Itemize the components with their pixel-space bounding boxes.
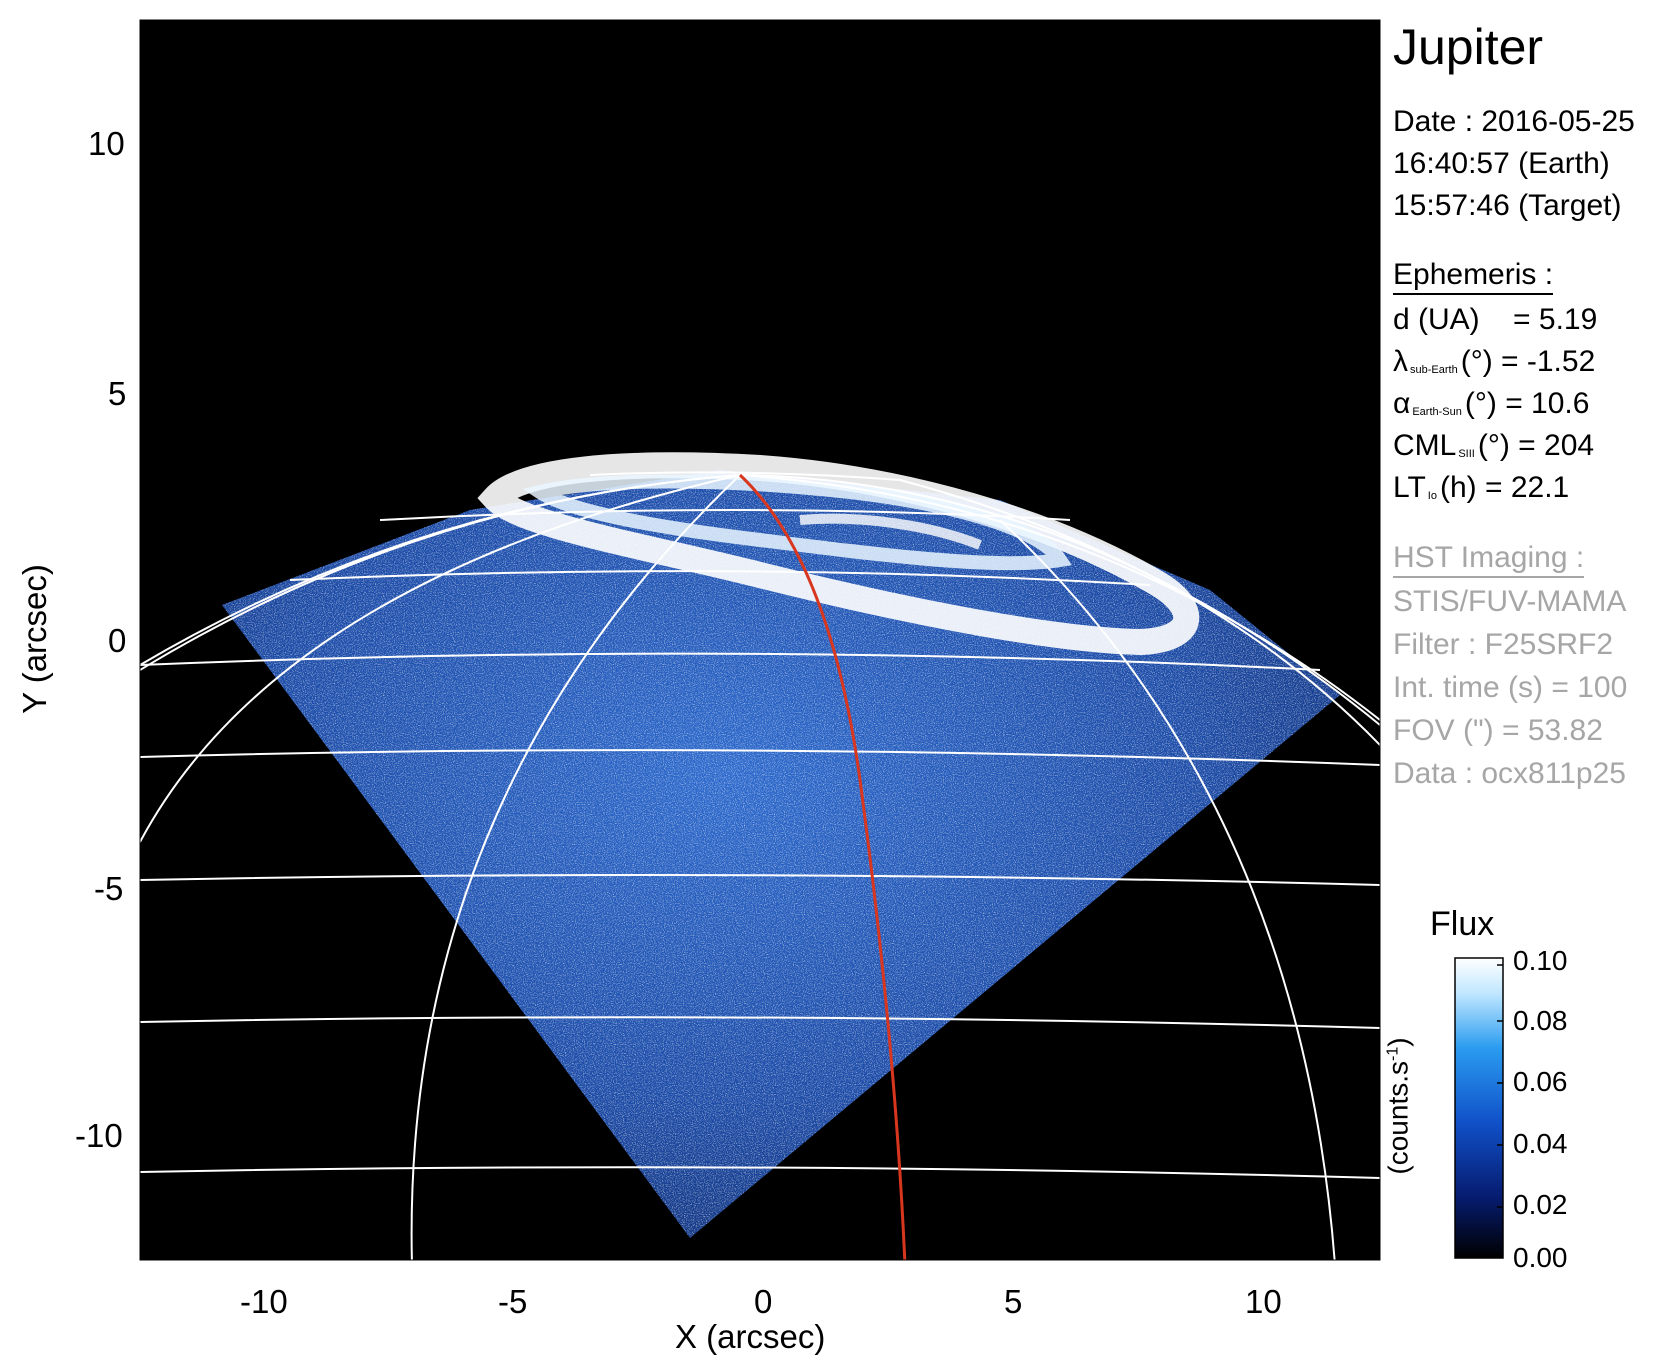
hst-instrument: STIS/FUV-MAMA: [1393, 585, 1627, 618]
ytick-label: 0: [108, 622, 127, 659]
colorbar-unit-close: ): [1382, 1037, 1414, 1047]
ephemeris-header-text: Ephemeris :: [1393, 258, 1554, 295]
lt-symbol: LT: [1393, 471, 1426, 504]
central-meridian-line: [738, 473, 907, 1260]
colorbar-unit-sup: -1: [1384, 1046, 1402, 1061]
ephem-cml: CML SIII (°) = 204: [1393, 429, 1594, 463]
xtick-label: 10: [1245, 1283, 1282, 1320]
lt-value: (h) = 22.1: [1439, 471, 1570, 504]
colorbar-tick: 0.02: [1513, 1189, 1568, 1220]
lambda-sub: sub-Earth: [1410, 364, 1458, 376]
colorbar-tick: 0.10: [1513, 945, 1568, 976]
x-axis-label: X (arcsec): [675, 1318, 826, 1355]
colorbar-tick: 0.08: [1513, 1005, 1568, 1036]
ephem-lt: LT Io (h) = 22.1: [1393, 471, 1569, 505]
xtick-label: 0: [754, 1283, 773, 1320]
colorbar-tick: 0.04: [1513, 1128, 1568, 1159]
planet-title: Jupiter: [1393, 19, 1544, 75]
ephem-alpha: α Earth-Sun (°) = 10.6: [1393, 387, 1589, 421]
xtick-label: -10: [240, 1283, 288, 1320]
cml-value: (°) = 204: [1477, 429, 1595, 462]
longitude-grid: [140, 473, 1380, 1260]
xtick-label: -5: [498, 1283, 528, 1320]
colorbar-tick: 0.06: [1513, 1066, 1568, 1097]
cml-symbol: CML: [1393, 429, 1457, 462]
colorbar-tick: 0.00: [1513, 1242, 1568, 1273]
ytick-label: -10: [75, 1117, 123, 1154]
lambda-value: (°) = -1.52: [1460, 345, 1596, 378]
y-axis-label: Y (arcsec): [15, 564, 53, 714]
alpha-value: (°) = 10.6: [1464, 387, 1590, 420]
ephem-distance: d (UA) = 5.19: [1393, 303, 1597, 337]
hst-int-time: Int. time (s) = 100: [1393, 671, 1628, 704]
colorbar-ticks: [1497, 964, 1503, 1208]
colorbar-unit: (counts.s-1): [1383, 1037, 1415, 1174]
hst-filter: Filter : F25SRF2: [1393, 628, 1614, 661]
hst-header: HST Imaging :: [1393, 541, 1585, 578]
flux-speckle: [222, 470, 1340, 1238]
ytick-label: -5: [94, 870, 124, 907]
alpha-sub: Earth-Sun: [1412, 406, 1462, 418]
obs-date: Date : 2016-05-25: [1393, 105, 1635, 138]
xtick-label: 5: [1004, 1283, 1023, 1320]
cml-sub: SIII: [1458, 448, 1475, 460]
obs-time-earth: 16:40:57 (Earth): [1393, 147, 1610, 180]
lt-sub: Io: [1427, 490, 1437, 502]
ephem-lambda: λ sub-Earth (°) = -1.52: [1393, 345, 1595, 379]
hst-header-text: HST Imaging :: [1393, 541, 1585, 578]
ytick-label: 10: [88, 125, 125, 162]
hst-fov: FOV (") = 53.82: [1393, 714, 1603, 747]
ephemeris-header: Ephemeris :: [1393, 258, 1554, 295]
colorbar-unit-text: (counts.s: [1382, 1060, 1414, 1175]
lambda-symbol: λ: [1393, 345, 1408, 378]
auroral-oval: [477, 452, 1200, 656]
colorbar: [1454, 957, 1504, 1259]
obs-time-target: 15:57:46 (Target): [1393, 189, 1622, 222]
alpha-symbol: α: [1393, 387, 1411, 420]
colorbar-title: Flux: [1430, 905, 1495, 943]
ytick-label: 5: [108, 375, 127, 412]
plot-frame: [139, 19, 1381, 1261]
distance-label: d (UA): [1393, 303, 1480, 336]
distance-value: = 5.19: [1513, 303, 1598, 336]
hst-data-id: Data : ocx811p25: [1393, 757, 1626, 790]
